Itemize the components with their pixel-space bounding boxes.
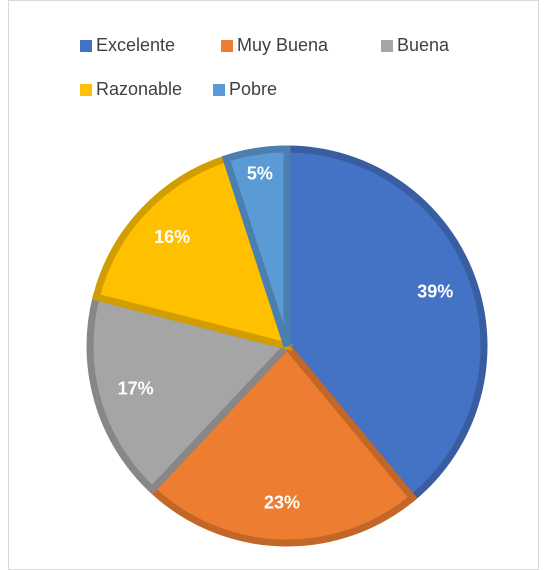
legend-label: Pobre xyxy=(229,79,277,99)
legend-swatch xyxy=(80,84,92,96)
legend-label: Muy Buena xyxy=(237,35,329,55)
pie-slice xyxy=(221,145,291,348)
data-label: 23% xyxy=(264,492,300,512)
legend-swatch xyxy=(80,40,92,52)
legend-swatch xyxy=(381,40,393,52)
data-label: 16% xyxy=(154,227,190,247)
legend-label: Buena xyxy=(397,35,450,55)
legend-swatch xyxy=(213,84,225,96)
data-label: 39% xyxy=(417,281,453,301)
legend-swatch xyxy=(221,40,233,52)
data-label: 17% xyxy=(118,379,154,399)
pie-slice xyxy=(283,145,488,503)
pie-slice xyxy=(86,292,294,495)
data-label: 5% xyxy=(247,164,273,184)
legend-label: Razonable xyxy=(96,79,182,99)
legend-label: Excelente xyxy=(96,35,175,55)
pie-slice xyxy=(147,340,418,547)
